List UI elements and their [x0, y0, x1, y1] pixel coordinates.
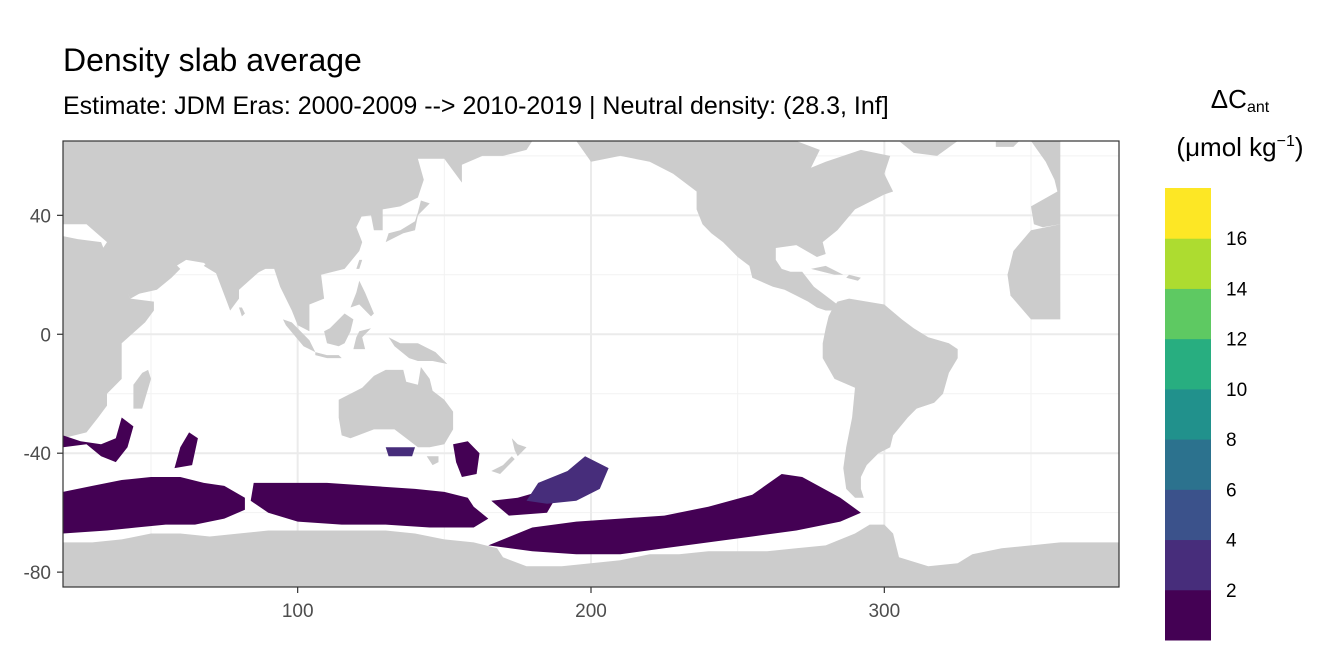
arabia-landmass	[107, 239, 181, 296]
legend-break-label: 4	[1226, 531, 1237, 552]
cuba-landmass	[811, 265, 844, 275]
antarctica-landmass	[63, 524, 1119, 587]
slab-australian-sector	[250, 482, 489, 528]
africa-landmass	[63, 236, 154, 439]
map-layers	[63, 141, 1119, 587]
india-landmass	[203, 254, 266, 311]
legend-symbol-subscript: ant	[1246, 99, 1270, 116]
legend-break-label: 8	[1226, 430, 1237, 451]
japan-landmass	[385, 200, 430, 243]
x-axis-tick-label: 200	[575, 601, 607, 622]
philippines-landmass	[350, 280, 374, 317]
legend-title-unit: (μmol kg−1)	[1160, 132, 1320, 163]
legend-break-label: 16	[1226, 229, 1247, 250]
x-axis-tick-label: 100	[282, 601, 314, 622]
legend-unit-superscript: −1	[1276, 133, 1295, 150]
x-axis-tick-label: 300	[868, 601, 900, 622]
legend-unit-close: )	[1294, 132, 1304, 162]
legend-color-step	[1165, 439, 1211, 490]
legend-color-step	[1165, 238, 1211, 289]
y-axis-tick-label: 0	[40, 325, 51, 346]
chart-subtitle: Estimate: JDM Eras: 2000-2009 --> 2010-2…	[63, 92, 889, 120]
slab-crozet-patch	[174, 432, 198, 469]
borneo-landmass	[324, 313, 354, 347]
slab-kerguelen-north	[63, 417, 134, 463]
slab-pacific-2-4-patch	[526, 456, 609, 504]
y-axis-tick-label: -80	[24, 563, 51, 584]
south-america-landmass	[822, 298, 958, 498]
taiwan-landmass	[356, 259, 363, 269]
slab-pacific-sector	[488, 474, 861, 555]
africa-west-landmass	[1007, 224, 1061, 320]
legend-break-label: 12	[1226, 330, 1247, 351]
chart-title: Density slab average	[63, 42, 362, 78]
legend-symbol: ΔC	[1210, 84, 1247, 114]
new-zealand-south-landmass	[491, 456, 515, 474]
sumatra-landmass	[283, 319, 316, 353]
legend-color-step	[1165, 338, 1211, 390]
legend-title-symbol: ΔCant	[1160, 84, 1320, 117]
y-axis-tick-label: -40	[24, 444, 51, 465]
legend-color-step	[1165, 288, 1211, 340]
north-america-landmass	[576, 141, 894, 311]
sri-lanka-landmass	[239, 307, 245, 317]
legend-break-label: 10	[1226, 380, 1247, 401]
australia-landmass	[338, 367, 454, 448]
legend-break-label: 14	[1226, 279, 1248, 300]
legend-color-step	[1165, 489, 1211, 541]
new-zealand-north-landmass	[511, 438, 527, 457]
slab-tasman-south	[453, 441, 480, 477]
legend-break-label: 6	[1226, 480, 1237, 501]
legend-color-step	[1165, 388, 1211, 440]
legend-break-label: 2	[1226, 581, 1237, 602]
hispaniola-landmass	[846, 274, 861, 281]
tasmania-landmass	[426, 456, 439, 466]
new-guinea-landmass	[388, 337, 448, 364]
madagascar-landmass	[133, 369, 151, 409]
slab-tasman-2-4-patch	[385, 447, 415, 457]
greenland-landmass	[899, 141, 958, 156]
java-landmass	[315, 352, 342, 359]
slab-indian-sector	[63, 477, 245, 534]
sulawesi-landmass	[353, 328, 371, 350]
legend-color-step	[1165, 539, 1211, 591]
legend-color-step	[1165, 188, 1211, 239]
eurasia-landmass	[63, 141, 533, 332]
legend-color-step	[1165, 589, 1211, 641]
legend-unit-open: (μmol kg	[1176, 132, 1277, 162]
europe-iceland-landmass	[995, 141, 1020, 147]
europe-west-landmass	[1031, 141, 1061, 228]
y-axis-tick-label: 40	[30, 206, 51, 227]
